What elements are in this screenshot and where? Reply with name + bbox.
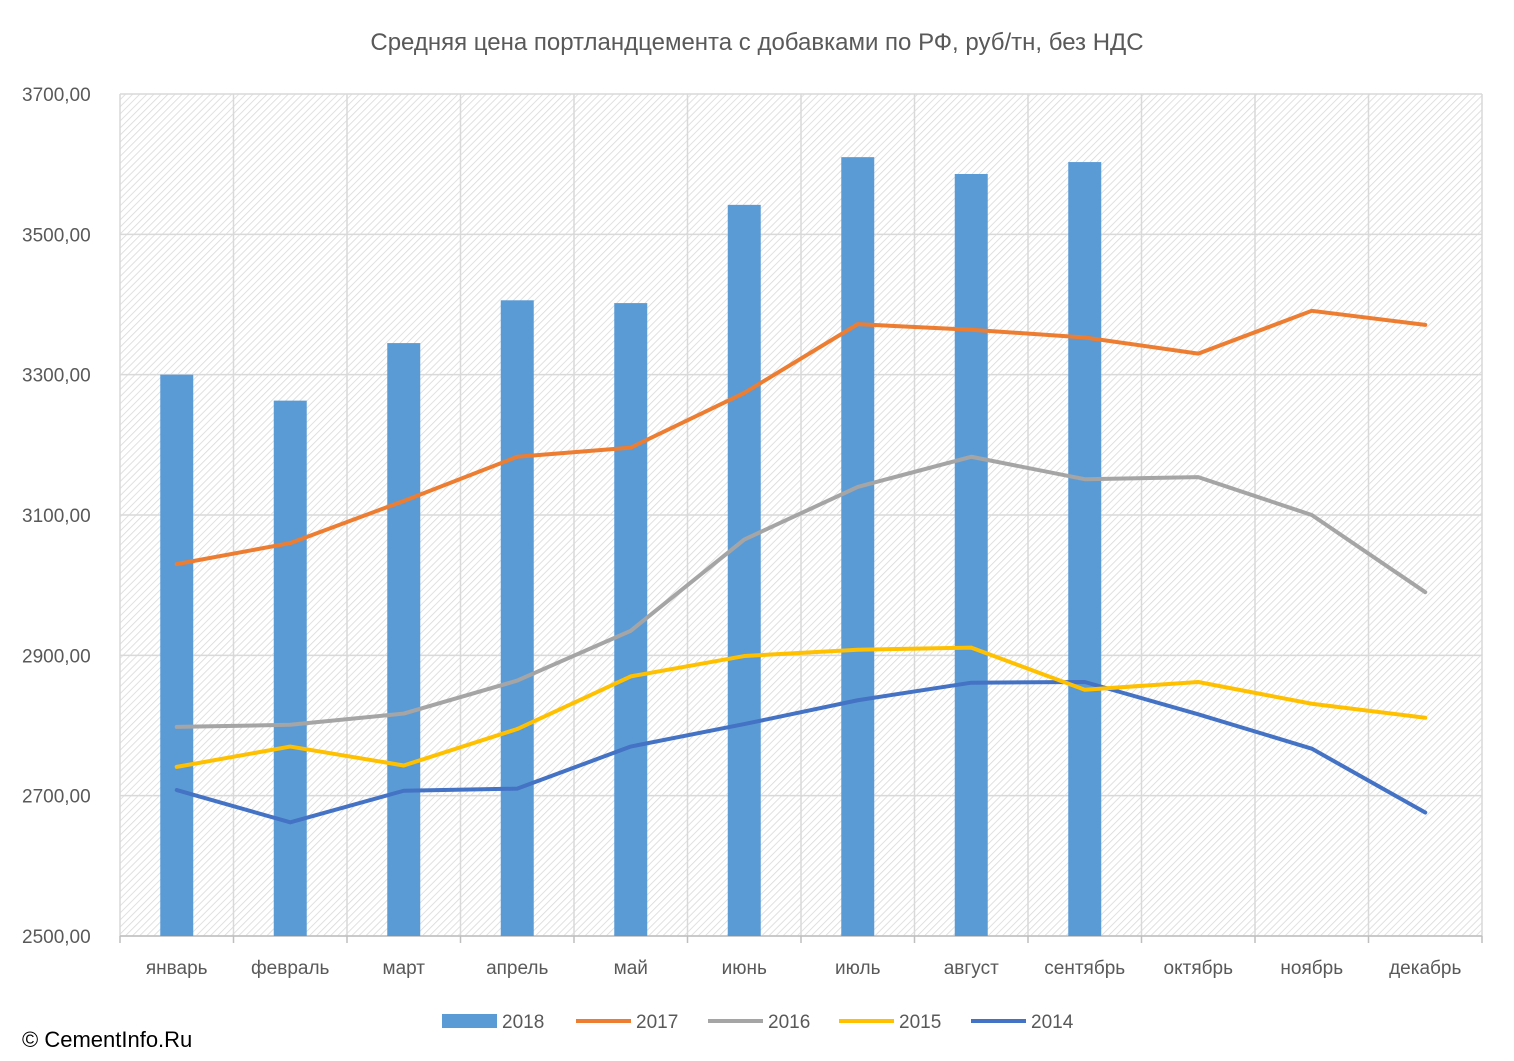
bar-2018 [954,173,988,937]
y-tick-label: 2700,00 [22,787,91,808]
line-2016 [174,454,1428,729]
bar-2018 [387,343,421,936]
x-tick-label: ноябрь [1280,958,1343,979]
line-2017 [174,308,1428,567]
gridlines [119,93,1483,937]
legend-label-2018: 2018 [502,1012,544,1033]
y-tick-label: 2900,00 [22,646,91,667]
legend-swatch-2018 [442,1014,497,1028]
x-tick-label: март [383,958,426,979]
legend-label-2015: 2015 [899,1012,941,1033]
x-tick-label: январь [146,958,208,979]
x-tick-label: февраль [251,958,330,979]
x-axis: январь февраль март апрель май июнь июль август… [119,935,1483,979]
y-tick-label: 2500,00 [22,927,91,948]
legend-label-2016: 2016 [768,1012,810,1033]
line-2014 [174,679,1428,825]
x-tick-label: май [614,958,648,979]
x-tick-label: июль [835,958,881,979]
x-tick-label: август [944,958,999,979]
bar-2018 [160,374,194,937]
bar-2018 [841,157,875,936]
x-tick-label: апрель [486,958,548,979]
y-tick-label: 3500,00 [22,225,91,246]
y-tick-label: 3300,00 [22,366,91,387]
y-axis: 2500,00 2700,00 2900,00 3100,00 3300,00 3500,… [22,85,91,948]
series-lines [174,308,1428,825]
chart-title: Средняя цена портландцемента с добавками… [370,29,1143,56]
y-tick-label: 3100,00 [22,506,91,527]
bar-2018 [500,300,534,936]
x-tick-label: июнь [722,958,767,979]
bars-2018 [160,157,1102,937]
bar-2018 [273,400,307,937]
x-tick-label: сентябрь [1044,958,1125,979]
legend: 2018 2017 2016 2015 2014 [442,1012,1074,1033]
bar-2018 [1068,162,1102,937]
y-tick-label: 3700,00 [22,85,91,106]
bar-2018 [727,204,761,936]
legend-label-2017: 2017 [636,1012,678,1033]
x-tick-label: октябрь [1164,958,1234,979]
legend-label-2014: 2014 [1031,1012,1074,1033]
x-tick-label: декабрь [1389,958,1461,979]
line-2015 [174,645,1428,769]
copyright-label: © CementInfo.Ru [22,1027,192,1052]
